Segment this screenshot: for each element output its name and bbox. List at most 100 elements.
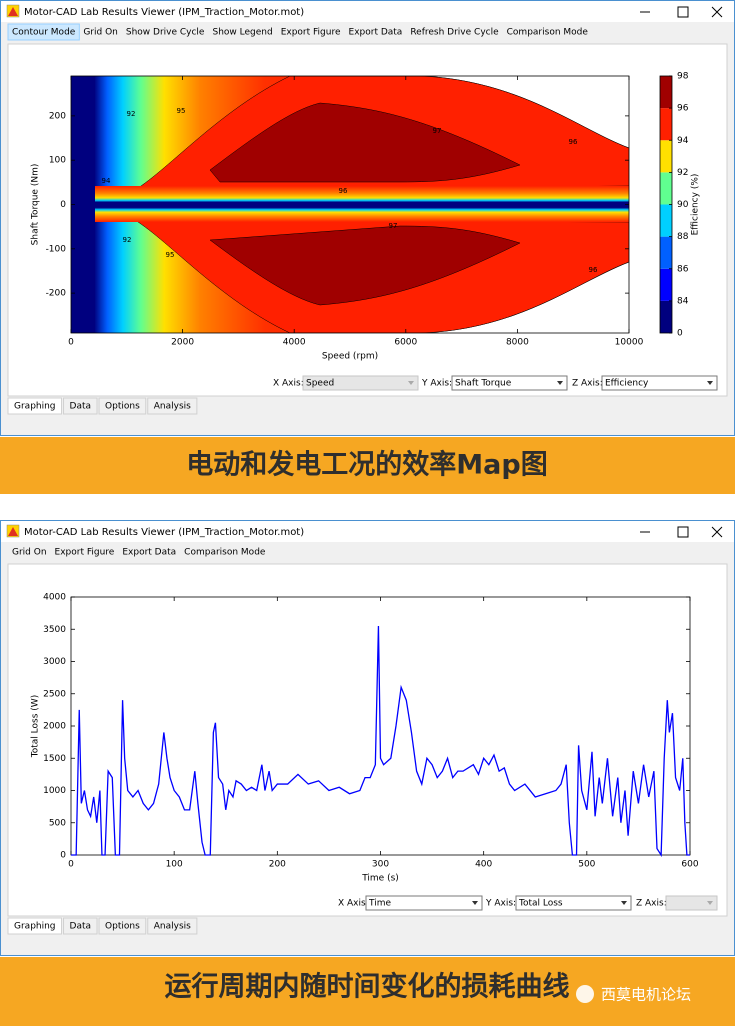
tab[interactable] xyxy=(98,917,147,935)
contour-label: 97 xyxy=(389,222,398,230)
menu-item: Show Legend xyxy=(212,28,272,38)
contour-fill xyxy=(71,76,629,333)
y-tick-label: 3500 xyxy=(43,625,66,635)
colorbar-tick-label: 98 xyxy=(677,72,689,82)
contour-label: 97 xyxy=(433,127,442,135)
menu-item[interactable]: Grid On xyxy=(83,28,118,38)
banner xyxy=(0,957,735,1026)
colorbar-segment xyxy=(660,300,672,333)
y-axis-label: Shaft Torque (Nm) xyxy=(31,164,41,246)
colorbar-segment xyxy=(660,268,672,301)
y-tick-label: 4000 xyxy=(43,593,66,603)
contour-label: 94 xyxy=(102,177,111,185)
icon-part xyxy=(8,7,18,16)
menu-item[interactable]: Contour Mode xyxy=(12,28,76,38)
close-button[interactable] xyxy=(711,526,723,538)
tab-label: Options xyxy=(105,402,140,412)
y-tick-label: 1000 xyxy=(43,786,66,796)
tab[interactable] xyxy=(147,917,198,935)
contour-label: 92 xyxy=(123,236,132,244)
contour-band xyxy=(95,186,629,222)
menu-item[interactable]: Export Data xyxy=(349,28,403,38)
contour-label: 96 xyxy=(569,138,578,146)
x-tick-label: 500 xyxy=(578,860,595,870)
menu-item[interactable]: Export Data xyxy=(122,548,176,558)
x-tick-label: 10000 xyxy=(615,338,644,348)
axis-selector[interactable] xyxy=(365,895,483,911)
axis-selector-label: Z Axis: xyxy=(572,379,603,389)
axis-selector[interactable] xyxy=(601,375,718,391)
axis-selector-label: Y Axis: xyxy=(485,899,516,909)
banner-text: 运行周期内随时间变化的损耗曲线 xyxy=(165,971,570,1003)
contour-label: 95 xyxy=(177,107,186,115)
contour-region xyxy=(209,102,521,183)
axis-selector-value: Time xyxy=(368,899,391,909)
colorbar-segment xyxy=(660,236,672,269)
axis-selector-label: X Axis: xyxy=(273,379,304,389)
app-window: Motor-CAD Lab Results Viewer (IPM_Tracti… xyxy=(0,520,735,956)
menu-highlight xyxy=(7,23,80,41)
axis-selector-value: Total Loss xyxy=(518,899,563,909)
tab-label: Options xyxy=(105,922,140,932)
menu-item[interactable]: Refresh Drive Cycle xyxy=(410,28,499,38)
plot-frame xyxy=(70,596,691,856)
tab[interactable] xyxy=(7,917,63,935)
menu-item[interactable]: Export Figure xyxy=(55,548,115,558)
dropdown-arrow xyxy=(408,381,414,385)
menu-item[interactable]: Show Drive Cycle xyxy=(126,28,205,38)
dropdown-arrow xyxy=(707,381,713,385)
colorbar-tick-label: 96 xyxy=(677,104,689,114)
axis-selector xyxy=(302,375,419,391)
icon-part xyxy=(8,527,18,536)
watermark-icon xyxy=(576,985,594,1003)
app-window: Motor-CAD Lab Results Viewer (IPM_Tracti… xyxy=(0,0,735,436)
maximize-button[interactable] xyxy=(677,6,689,18)
dropdown-arrow xyxy=(557,381,563,385)
x-tick-label: 200 xyxy=(269,860,286,870)
window-title: Motor-CAD Lab Results Viewer (IPM_Tracti… xyxy=(24,7,304,18)
menu-item[interactable]: Export Figure xyxy=(281,28,341,38)
x-tick-label: 600 xyxy=(681,860,698,870)
tab[interactable] xyxy=(98,397,147,415)
tab-label: Data xyxy=(70,922,92,932)
contour-label: 92 xyxy=(127,110,136,118)
x-tick-label: 4000 xyxy=(283,338,306,348)
tab[interactable] xyxy=(63,397,98,415)
y-tick-label: 0 xyxy=(60,200,66,210)
close-button[interactable] xyxy=(711,6,723,18)
x-tick-label: 8000 xyxy=(506,338,529,348)
tab[interactable] xyxy=(63,917,98,935)
menu-item[interactable]: Comparison Mode xyxy=(184,548,266,558)
colorbar-segment xyxy=(660,108,672,141)
y-axis-label: Total Loss (W) xyxy=(31,695,41,758)
banner-text: 电动和发电工况的效率Map图 xyxy=(186,449,547,481)
x-tick-label: 100 xyxy=(166,860,183,870)
axis-selector[interactable] xyxy=(515,895,632,911)
x-tick-label: 400 xyxy=(475,860,492,870)
y-tick-label: 2500 xyxy=(43,689,66,699)
y-tick-label: 500 xyxy=(49,818,66,828)
axis-selector[interactable] xyxy=(451,375,568,391)
colorbar-segment xyxy=(660,204,672,237)
y-tick-label: 200 xyxy=(49,111,66,121)
x-tick-label: 2000 xyxy=(171,338,194,348)
maximize-button[interactable] xyxy=(677,526,689,538)
tab-label: Analysis xyxy=(154,402,191,412)
y-tick-label: 100 xyxy=(49,156,66,166)
colorbar-tick-label: 90 xyxy=(677,200,689,210)
tab[interactable] xyxy=(7,397,63,415)
menu-item[interactable]: Grid On xyxy=(12,548,47,558)
tab-label: Graphing xyxy=(14,402,56,412)
tab-label: Graphing xyxy=(14,922,56,932)
contour-label: 96 xyxy=(339,187,348,195)
axis-selector-label: Z Axis: xyxy=(636,899,667,909)
menu-item[interactable]: Comparison Mode xyxy=(507,28,589,38)
dropdown-arrow xyxy=(472,901,478,905)
tab[interactable] xyxy=(147,397,198,415)
colorbar-tick-label: 0 xyxy=(677,329,683,339)
tab-label: Data xyxy=(70,402,92,412)
y-tick-label: 0 xyxy=(60,851,66,861)
app-icon xyxy=(6,4,20,18)
